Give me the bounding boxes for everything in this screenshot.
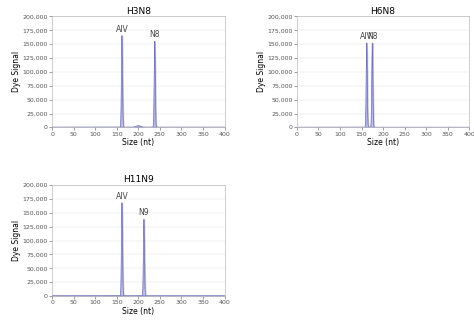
- Title: H3N8: H3N8: [126, 7, 151, 16]
- Title: H11N9: H11N9: [123, 175, 154, 184]
- Text: N8: N8: [367, 32, 378, 41]
- Y-axis label: Dye Signal: Dye Signal: [12, 220, 21, 261]
- X-axis label: Size (nt): Size (nt): [122, 138, 155, 147]
- Text: AIV: AIV: [116, 192, 128, 201]
- Text: N9: N9: [138, 208, 149, 217]
- X-axis label: Size (nt): Size (nt): [367, 138, 399, 147]
- Text: N8: N8: [149, 30, 160, 39]
- X-axis label: Size (nt): Size (nt): [122, 307, 155, 316]
- Y-axis label: Dye Signal: Dye Signal: [257, 51, 266, 92]
- Text: AIV: AIV: [116, 25, 128, 34]
- Title: H6N8: H6N8: [371, 7, 396, 16]
- Text: AIV: AIV: [360, 32, 373, 41]
- Y-axis label: Dye Signal: Dye Signal: [12, 51, 21, 92]
